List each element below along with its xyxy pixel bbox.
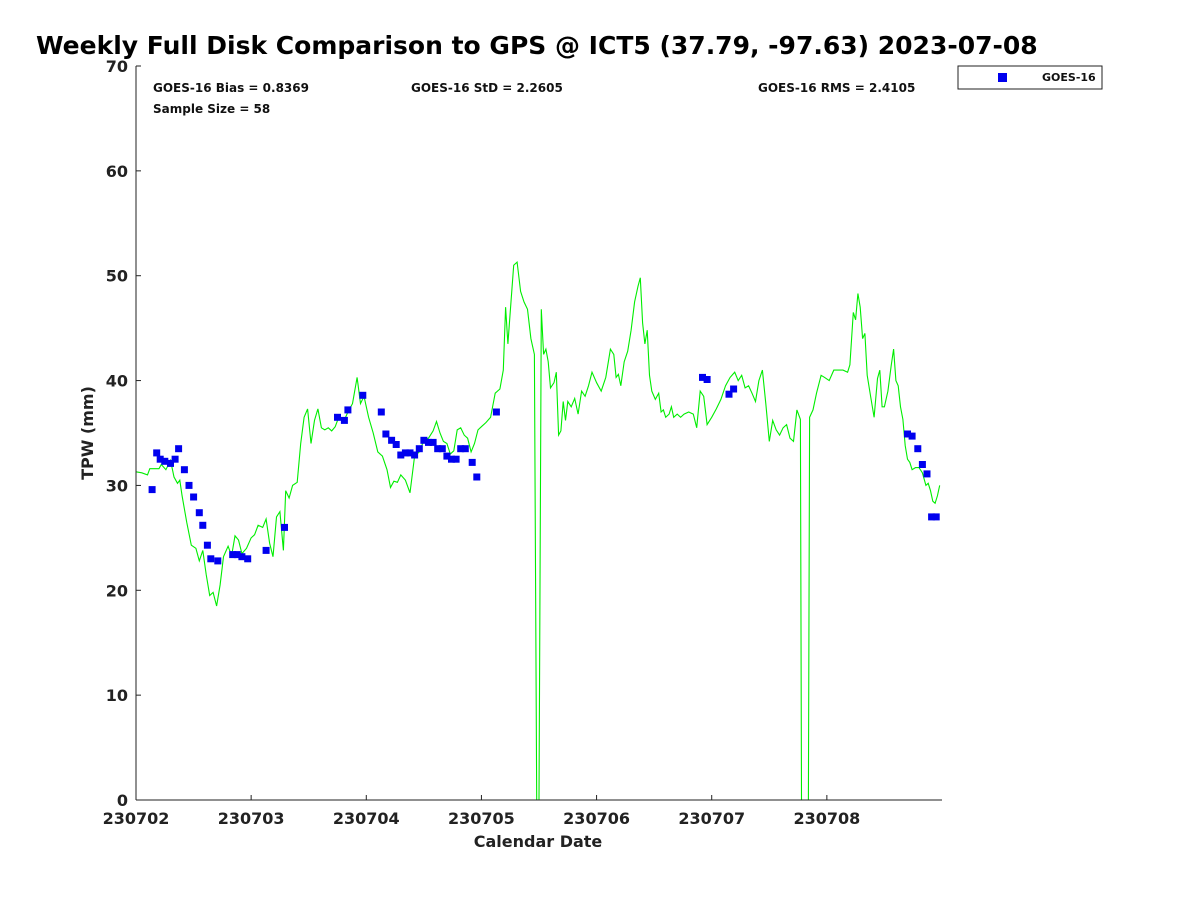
std-annotation: GOES-16 StD = 2.2605 (411, 81, 563, 95)
goes16-point (932, 513, 940, 521)
goes16-point (199, 521, 207, 529)
y-tick-label: 60 (106, 162, 128, 181)
chart-title: Weekly Full Disk Comparison to GPS @ ICT… (36, 31, 1038, 60)
x-axis-label: Calendar Date (474, 832, 603, 851)
goes16-point (359, 391, 367, 399)
goes16-point (190, 493, 198, 501)
goes16-point (461, 445, 469, 453)
x-tick-label: 230705 (448, 809, 515, 828)
goes16-point (185, 481, 193, 489)
goes16-point (415, 445, 423, 453)
legend-label-goes16: GOES-16 (1042, 71, 1096, 84)
rms-annotation: GOES-16 RMS = 2.4105 (758, 81, 915, 95)
y-tick-label: 20 (106, 581, 128, 600)
goes16-point (411, 451, 419, 459)
goes16-point (448, 455, 455, 463)
goes16-point (214, 557, 222, 565)
goes16-point (928, 513, 936, 521)
y-tick-label: 70 (106, 57, 128, 76)
goes16-point (334, 413, 341, 421)
goes16-point (148, 486, 156, 494)
x-tick-label: 230706 (563, 809, 630, 828)
goes16-point (914, 445, 922, 453)
goes16-point (401, 449, 409, 457)
goes16-point (203, 541, 211, 549)
goes16-point (904, 430, 911, 438)
x-tick-label: 230704 (333, 809, 400, 828)
x-tick-label: 230707 (678, 809, 745, 828)
goes16-point (238, 553, 246, 561)
goes16-point (377, 408, 385, 416)
goes16-point (452, 455, 460, 463)
sample-size-annotation: Sample Size = 58 (153, 102, 270, 116)
y-tick-label: 10 (106, 686, 128, 705)
goes16-point (195, 509, 203, 517)
goes16-point (180, 466, 188, 474)
goes16-point (492, 408, 500, 416)
goes16-point (703, 376, 711, 383)
goes16-point (382, 430, 390, 438)
goes16-point (443, 452, 451, 460)
gps-series-layer (135, 260, 941, 801)
x-tick-label: 230703 (218, 809, 285, 828)
goes16-point (233, 551, 241, 559)
gps-line (135, 260, 941, 801)
goes16-point (468, 458, 476, 466)
goes16-point (388, 436, 396, 444)
goes16-point (281, 523, 288, 531)
goes16-point (699, 373, 706, 381)
goes16-point (457, 445, 465, 453)
x-tick-label: 230708 (793, 809, 860, 828)
goes16-point (161, 457, 169, 465)
y-axis-label: TPW (mm) (78, 386, 97, 480)
goes16-point (244, 555, 252, 563)
goes16-point (229, 551, 237, 559)
goes16-point (262, 546, 270, 554)
goes16-point (344, 406, 352, 414)
goes16-point (730, 385, 738, 393)
legend-marker-goes16 (998, 73, 1007, 82)
goes16-point (438, 445, 446, 453)
plot-area (136, 66, 942, 800)
y-tick-label: 40 (106, 372, 128, 391)
goes16-point (167, 459, 174, 467)
goes16-point (156, 455, 164, 463)
y-tick-label: 0 (117, 791, 128, 810)
x-axis-ticks: 230702 230703 230704 230705 230706 230707 2307… (103, 795, 860, 828)
goes16-point (340, 416, 348, 424)
x-tick-label: 230702 (103, 809, 170, 828)
goes16-point (425, 438, 432, 446)
goes16-point (473, 473, 481, 481)
y-axis-ticks: 0 10 20 30 40 50 60 70 (106, 57, 141, 810)
goes16-point (153, 449, 161, 457)
goes16-point (908, 432, 916, 440)
goes16-point (434, 445, 442, 453)
goes16-point (175, 445, 183, 453)
goes16-point (406, 449, 414, 457)
goes16-point (420, 436, 428, 444)
y-tick-label: 50 (106, 267, 128, 286)
goes16-point (923, 470, 931, 478)
goes16-point (918, 461, 926, 468)
goes16-point (171, 455, 179, 463)
goes16-point (725, 390, 733, 398)
goes16-point (429, 438, 437, 446)
y-tick-label: 30 (106, 476, 128, 495)
legend-box (957, 65, 1103, 90)
legend: GOES-16 (957, 65, 1103, 90)
goes16-point (392, 441, 400, 448)
goes16-point (207, 555, 215, 563)
goes16-series-layer (148, 373, 940, 565)
goes16-point (397, 451, 405, 459)
bias-annotation: GOES-16 Bias = 0.8369 (153, 81, 309, 95)
